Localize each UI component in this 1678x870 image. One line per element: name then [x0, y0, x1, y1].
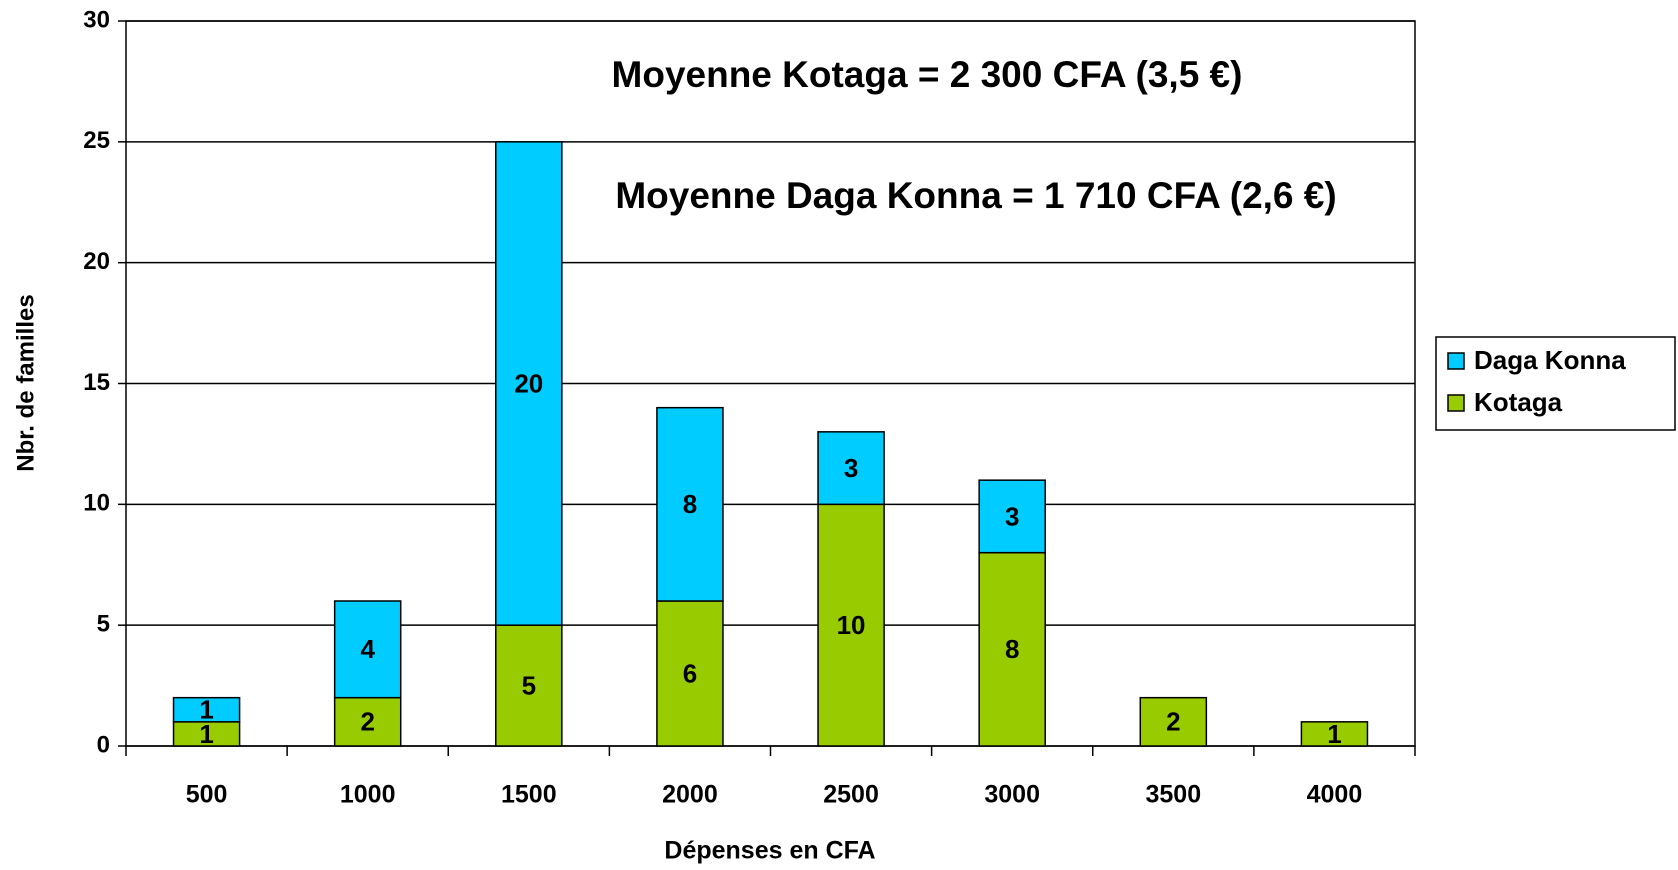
x-tick-label: 3500 [1146, 781, 1202, 809]
bar-segment [495, 624, 563, 747]
bar-segment [172, 696, 241, 723]
data-label: 8 [683, 489, 697, 519]
x-tick-label: 3000 [984, 781, 1040, 809]
y-axis-label: Nbr. de familles [12, 294, 39, 471]
y-tick-label: 25 [83, 127, 110, 154]
data-label: 20 [514, 368, 543, 398]
bar-segment [817, 431, 885, 506]
data-label: 1 [1327, 719, 1341, 749]
x-tick-label: 1500 [501, 781, 557, 809]
y-tick-label: 5 [97, 611, 110, 638]
annotation: Moyenne Daga Konna = 1 710 CFA (2,6 €) [615, 175, 1336, 216]
data-label: 3 [1005, 501, 1019, 531]
bar-segment [495, 141, 563, 626]
legend-label: Daga Konna [1474, 345, 1626, 375]
legend-box [1435, 336, 1676, 431]
annotation: Moyenne Kotaga = 2 300 CFA (3,5 €) [612, 54, 1243, 95]
y-tick-label: 20 [83, 248, 110, 275]
legend-label: Kotaga [1474, 387, 1563, 417]
data-label: 2 [360, 707, 374, 737]
bar-segment [817, 503, 885, 747]
bar-segment [1139, 696, 1208, 747]
x-axis-label: Dépenses en CFA [664, 837, 875, 865]
bar-segment [1300, 721, 1369, 747]
data-label: 5 [522, 670, 536, 700]
x-tick-label: 500 [186, 781, 228, 809]
legend-swatch [1447, 352, 1465, 370]
bar-segment [172, 721, 241, 747]
data-label: 3 [844, 453, 858, 483]
data-label: 1 [199, 695, 213, 725]
bar-segment [656, 600, 724, 747]
x-tick-label: 2500 [823, 781, 879, 809]
x-tick-label: 2000 [662, 781, 718, 809]
x-tick-label: 4000 [1307, 781, 1363, 809]
bar-segment [333, 696, 402, 747]
y-tick-label: 15 [83, 369, 110, 396]
y-tick-label: 10 [83, 490, 110, 517]
bar-segment [656, 406, 724, 602]
y-tick-label: 30 [83, 6, 110, 33]
data-label: 10 [837, 610, 866, 640]
data-label: 8 [1005, 634, 1019, 664]
y-tick-label: 0 [97, 731, 110, 758]
data-label: 4 [360, 634, 375, 664]
legend-swatch [1447, 394, 1465, 412]
bar-segment [333, 600, 402, 699]
bar-segment [978, 479, 1046, 554]
bar-segment [978, 551, 1046, 747]
data-label: 2 [1166, 707, 1180, 737]
data-label: 6 [683, 658, 697, 688]
data-label: 1 [199, 719, 213, 749]
x-tick-label: 1000 [340, 781, 396, 809]
